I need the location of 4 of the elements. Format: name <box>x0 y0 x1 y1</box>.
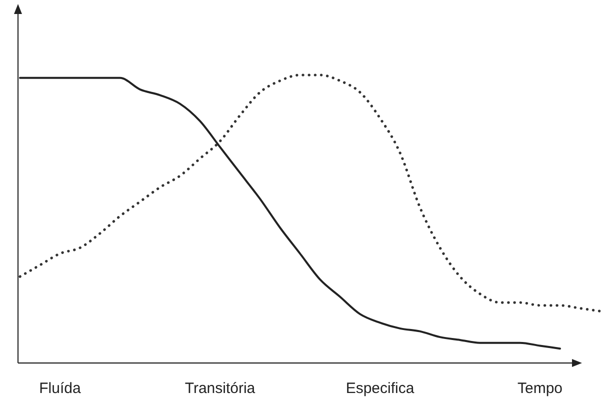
x-tick-label: Transitória <box>184 380 256 397</box>
x-tick-label: Tempo <box>517 380 563 397</box>
x-tick-label: Especifica <box>346 380 415 397</box>
x-tick-label: Fluída <box>39 380 82 397</box>
